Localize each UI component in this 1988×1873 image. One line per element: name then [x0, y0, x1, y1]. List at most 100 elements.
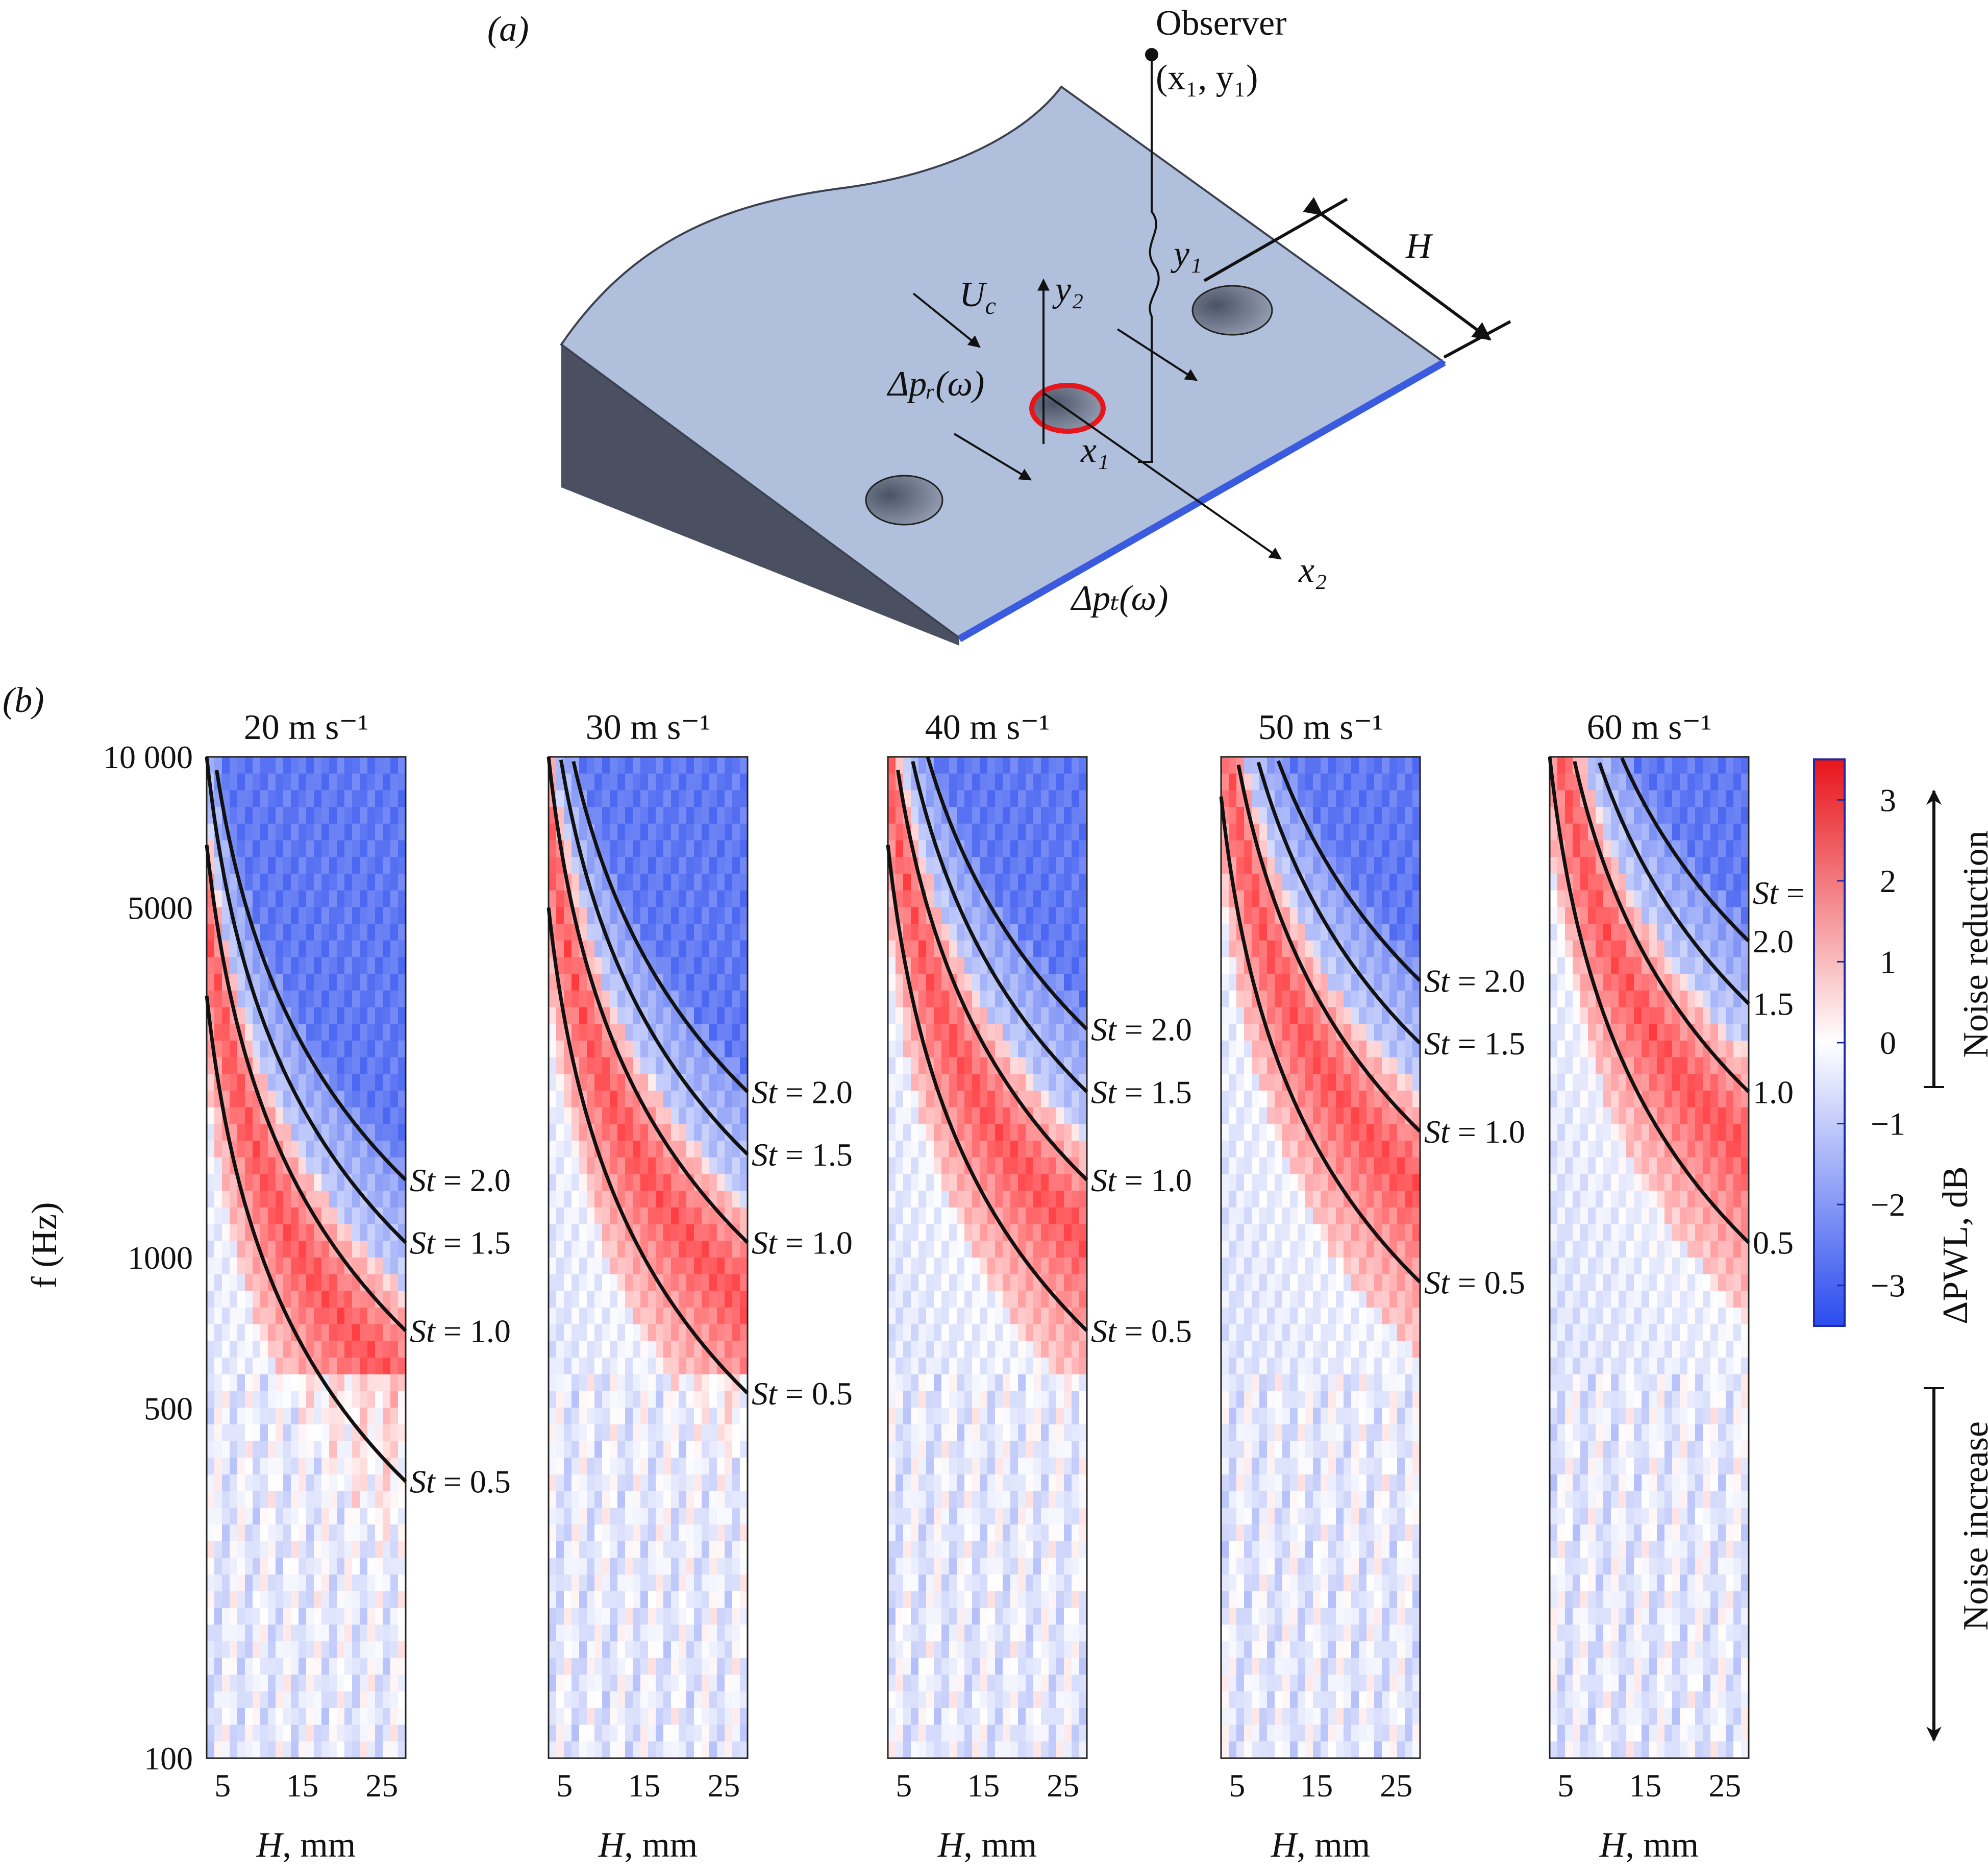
- heatmap-cell: [1018, 773, 1026, 791]
- heatmap-cell: [1010, 1624, 1018, 1642]
- heatmap-cell: [579, 1491, 587, 1509]
- heatmap-cell: [230, 957, 238, 974]
- heatmap-cell: [888, 1207, 896, 1225]
- heatmap-cell: [1056, 757, 1064, 774]
- heatmap-cell: [1236, 990, 1245, 1008]
- heatmap-cell: [594, 1524, 603, 1542]
- heatmap-cell: [903, 1191, 911, 1208]
- heatmap-cell: [268, 957, 276, 974]
- heatmap-cell: [207, 1258, 215, 1275]
- heatmap-cell: [896, 1474, 904, 1492]
- heatmap-cell: [1033, 1458, 1041, 1475]
- heatmap-cell: [717, 1341, 725, 1358]
- heatmap-cell: [579, 1641, 587, 1659]
- heatmap-cell: [640, 1291, 649, 1308]
- heatmap-cell: [663, 974, 672, 991]
- heatmap-cell: [640, 1324, 649, 1342]
- heatmap-cell: [375, 1091, 383, 1108]
- heatmap-cell: [1244, 1141, 1252, 1158]
- heatmap-cell: [283, 790, 291, 807]
- heatmap-cell: [367, 807, 376, 824]
- heatmap-cell: [237, 1524, 245, 1542]
- heatmap-cell: [344, 773, 353, 791]
- heatmap-cell: [1079, 890, 1087, 907]
- heatmap-cell: [329, 1224, 337, 1241]
- heatmap-cell: [1244, 1207, 1252, 1225]
- heatmap-cell: [587, 1441, 595, 1458]
- heatmap-cell: [571, 790, 580, 807]
- heatmap-cell: [253, 1741, 261, 1759]
- heatmap-cell: [230, 1708, 238, 1726]
- heatmap-cell: [1010, 1574, 1018, 1592]
- heatmap-cell: [375, 1308, 383, 1325]
- heatmap-cell: [1064, 1258, 1072, 1275]
- heatmap-cell: [367, 957, 376, 974]
- heatmap-cell: [617, 840, 626, 857]
- heatmap-cell: [1079, 823, 1087, 841]
- heatmap-cell: [671, 1474, 679, 1492]
- heatmap-cell: [740, 1741, 748, 1759]
- heatmap-cell: [1003, 1157, 1011, 1175]
- heatmap-cell: [571, 1024, 580, 1041]
- heatmap-cell: [367, 1641, 376, 1659]
- heatmap-cell: [679, 1741, 687, 1759]
- heatmap-cell: [987, 1324, 996, 1342]
- heatmap-cell: [926, 1391, 934, 1408]
- heatmap-cell: [702, 1474, 710, 1492]
- heatmap-cell: [321, 773, 330, 791]
- heatmap-cell: [896, 1574, 904, 1592]
- heatmap-cell: [1236, 1491, 1245, 1509]
- heatmap-cell: [390, 1341, 399, 1358]
- heatmap-cell: [980, 1591, 988, 1609]
- heatmap-cell: [321, 1091, 330, 1108]
- heatmap-cell: [1033, 1608, 1041, 1625]
- heatmap-cell: [314, 1491, 322, 1509]
- heatmap-cell: [717, 1007, 725, 1024]
- heatmap-cell: [896, 1374, 904, 1392]
- heatmap-cell: [1026, 1341, 1034, 1358]
- heatmap-cell: [1003, 773, 1011, 791]
- heatmap-cell: [375, 1024, 383, 1041]
- heatmap-cell: [732, 1207, 740, 1225]
- heatmap-cell: [268, 1324, 276, 1342]
- heatmap-cell: [268, 1624, 276, 1642]
- heatmap-cell: [1049, 1107, 1057, 1124]
- heatmap-cell: [640, 1741, 649, 1759]
- heatmap-cell: [375, 1458, 383, 1475]
- heatmap-cell: [337, 1691, 345, 1709]
- heatmap-cell: [587, 790, 595, 807]
- heatmap-cell: [314, 1241, 322, 1258]
- heatmap-cell: [694, 1258, 702, 1275]
- heatmap-cell: [656, 1441, 664, 1458]
- heatmap-cell: [1041, 1641, 1049, 1659]
- heatmap-cell: [725, 924, 733, 941]
- heatmap-cell: [702, 757, 710, 774]
- heatmap-cell: [663, 790, 672, 807]
- heatmap-cell: [602, 1541, 610, 1559]
- heatmap-cell: [911, 1424, 919, 1442]
- heatmap-cell: [276, 1007, 284, 1024]
- heatmap-cell: [1010, 1374, 1018, 1392]
- heatmap-cell: [314, 990, 322, 1008]
- heatmap-cell: [995, 757, 1003, 774]
- heatmap-cell: [709, 1057, 717, 1074]
- heatmap-cell: [1056, 857, 1064, 874]
- heatmap-cell: [972, 1358, 980, 1375]
- heatmap-cell: [1041, 1524, 1049, 1542]
- heatmap-cell: [1033, 1508, 1041, 1525]
- heatmap-cell: [941, 1658, 950, 1675]
- heatmap-cell: [1229, 1241, 1237, 1258]
- heatmap-cell: [1041, 1291, 1049, 1308]
- heatmap-cell: [564, 1308, 572, 1325]
- heatmap-cell: [957, 1558, 965, 1575]
- heatmap-cell: [964, 1524, 973, 1542]
- heatmap-cell: [717, 1591, 725, 1609]
- heatmap-cell: [276, 1591, 284, 1609]
- heatmap-cell: [367, 823, 376, 841]
- heatmap-cell: [1236, 840, 1245, 857]
- heatmap-cell: [367, 1007, 376, 1024]
- heatmap-cell: [633, 790, 641, 807]
- heatmap-cell: [964, 1174, 973, 1191]
- heatmap-cell: [1033, 1374, 1041, 1392]
- heatmap-cell: [352, 957, 360, 974]
